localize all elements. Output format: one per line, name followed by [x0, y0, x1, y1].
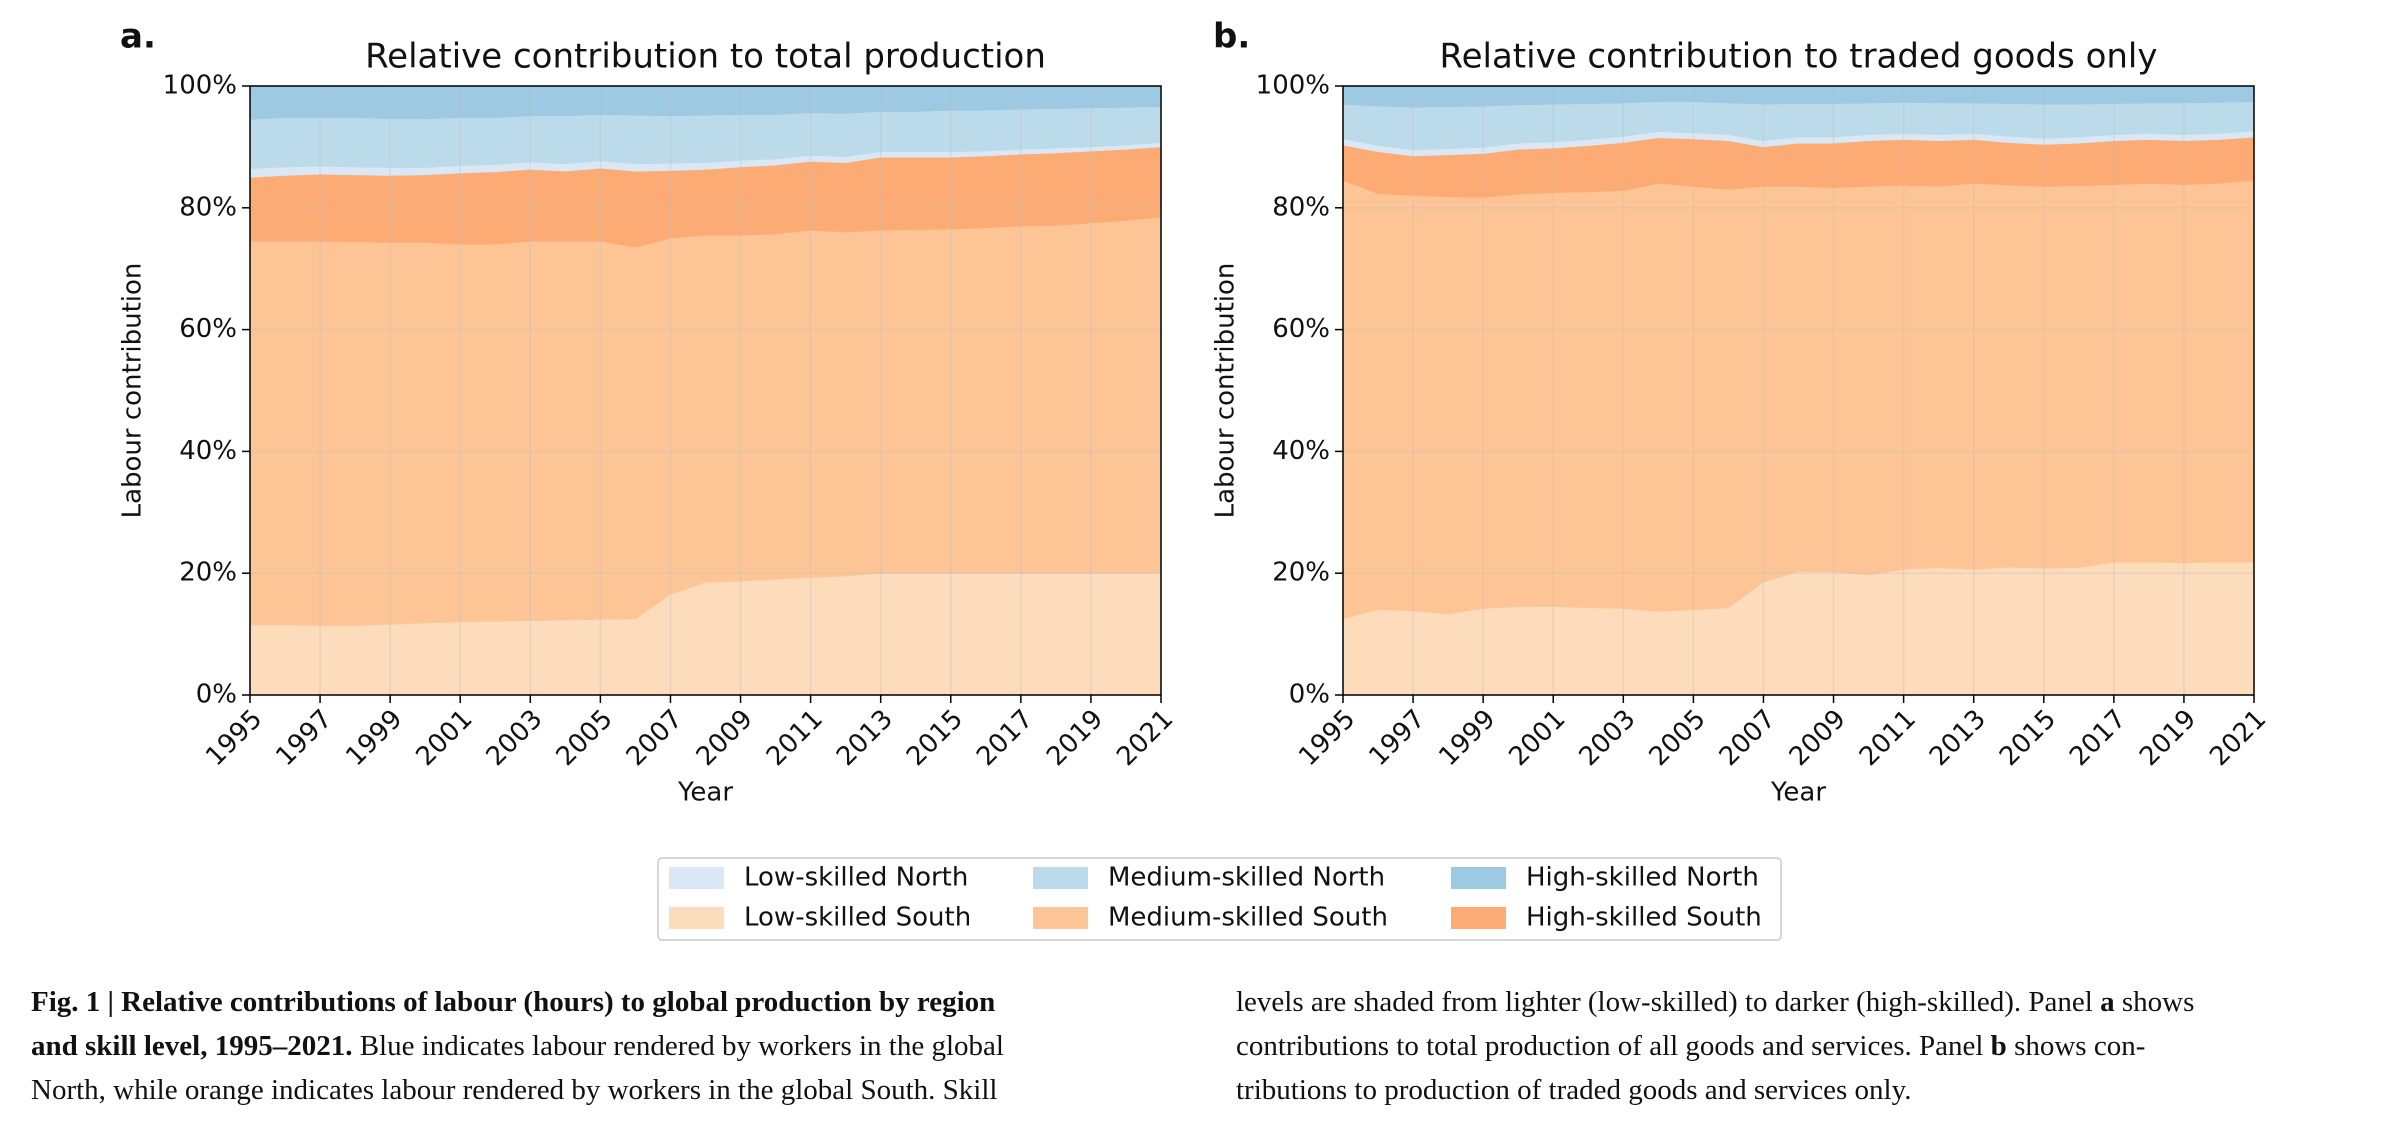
- legend-label: High-skilled South: [1526, 903, 1762, 933]
- caption-text: Blue indicates labour rendered by worker…: [352, 1030, 1004, 1062]
- panel-label: b.: [1213, 17, 1250, 57]
- caption-text: Fig. 1 | Relative contributions of labou…: [31, 986, 996, 1018]
- y-tick-label: 20%: [179, 558, 237, 588]
- caption-text: and skill level, 1995–2021.: [31, 1030, 353, 1062]
- legend-label: Low-skilled South: [744, 903, 971, 933]
- area: [1342, 180, 2255, 620]
- caption-line: North, while orange indicates labour ren…: [31, 1068, 1004, 1112]
- charts: 0%20%40%60%80%100%1995 1997 1999 2001 2003 20…: [118, 17, 2272, 941]
- x-tick-label: 2003: [481, 704, 549, 772]
- y-tick-label: 100%: [163, 71, 237, 101]
- x-tick-label: 2009: [1784, 704, 1852, 772]
- x-axis-label: Year: [1770, 778, 1826, 808]
- legend-swatch: [669, 907, 724, 929]
- x-tick-label: 2005: [551, 704, 619, 772]
- plot-frame: [249, 85, 1162, 696]
- y-axis-label: Labour contribution: [1211, 263, 1241, 519]
- caption-text: contributions to total production of all…: [1236, 1030, 1991, 1062]
- y-tick-label: 80%: [179, 192, 237, 222]
- x-tick-label: 2017: [971, 704, 1039, 772]
- legend-label: Medium-skilled North: [1108, 863, 1385, 893]
- legend-swatch: [1033, 907, 1088, 929]
- x-tick-label: 2013: [1924, 704, 1992, 772]
- y-tick-label: 60%: [1272, 314, 1330, 344]
- panel-label: a.: [120, 17, 156, 57]
- caption-line: tributions to production of traded goods…: [1236, 1068, 2194, 1112]
- x-tick-label: 2007: [1714, 704, 1782, 772]
- x-tick-label: 2021: [2204, 704, 2272, 772]
- x-tick-label: 2009: [691, 704, 759, 772]
- legend-swatch: [1451, 867, 1506, 889]
- y-tick-label: 0%: [1289, 680, 1330, 710]
- caption-text: b: [1990, 1030, 2007, 1062]
- x-tick-label: 1997: [270, 704, 338, 772]
- area: [249, 216, 1162, 626]
- legend-label: Medium-skilled South: [1108, 903, 1388, 933]
- y-tick-label: 40%: [1272, 436, 1330, 466]
- caption-line: contributions to total production of all…: [1236, 1024, 2194, 1068]
- y-tick-label: 0%: [196, 680, 237, 710]
- x-tick-label: 2003: [1574, 704, 1642, 772]
- legend-swatch: [1451, 907, 1506, 929]
- legend-swatch: [1033, 867, 1088, 889]
- x-tick-label: 2005: [1644, 704, 1712, 772]
- y-tick-label: 60%: [179, 314, 237, 344]
- plot-frame: [1342, 85, 2255, 696]
- x-tick-label: 1995: [1293, 704, 1361, 772]
- x-tick-label: 2019: [2134, 704, 2202, 772]
- x-tick-label: 1999: [340, 704, 408, 772]
- y-axis-label: Labour contribution: [118, 263, 148, 519]
- caption-line: levels are shaded from lighter (low-skil…: [1236, 980, 2194, 1024]
- x-tick-label: 2015: [1994, 704, 2062, 772]
- caption-line: and skill level, 1995–2021. Blue indicat…: [31, 1024, 1004, 1068]
- x-tick-label: 2013: [831, 704, 899, 772]
- caption-text: a: [2100, 986, 2115, 1018]
- caption-right: levels are shaded from lighter (low-skil…: [1236, 980, 2194, 1112]
- x-tick-label: 2001: [1503, 704, 1571, 772]
- y-tick-label: 20%: [1272, 558, 1330, 588]
- y-tick-label: 80%: [1272, 192, 1330, 222]
- x-tick-label: 2001: [410, 704, 478, 772]
- caption-text: shows con-: [2006, 1030, 2146, 1062]
- x-tick-label: 2011: [761, 704, 829, 772]
- y-tick-label: 40%: [179, 436, 237, 466]
- caption-text: tributions to production of traded goods…: [1236, 1074, 1912, 1106]
- x-tick-label: 2015: [901, 704, 969, 772]
- caption-left: Fig. 1 | Relative contributions of labou…: [31, 980, 1004, 1112]
- caption-text: shows: [2114, 986, 2195, 1018]
- chart-title: Relative contribution to traded goods on…: [1440, 37, 2158, 77]
- y-tick-label: 100%: [1256, 71, 1330, 101]
- x-tick-label: 1995: [200, 704, 268, 772]
- x-axis-label: Year: [677, 778, 733, 808]
- legend-label: High-skilled North: [1526, 863, 1759, 893]
- x-tick-label: 2021: [1111, 704, 1179, 772]
- x-tick-label: 1999: [1433, 704, 1501, 772]
- x-tick-label: 2007: [621, 704, 689, 772]
- x-tick-label: 2017: [2064, 704, 2132, 772]
- x-tick-label: 1997: [1363, 704, 1431, 772]
- chart-title: Relative contribution to total productio…: [365, 37, 1046, 77]
- caption-text: North, while orange indicates labour ren…: [31, 1074, 998, 1106]
- x-tick-label: 2011: [1854, 704, 1922, 772]
- legend-label: Low-skilled North: [744, 863, 968, 893]
- caption-text: levels are shaded from lighter (low-skil…: [1236, 986, 2101, 1018]
- legend-swatch: [669, 867, 724, 889]
- x-tick-label: 2019: [1041, 704, 1109, 772]
- caption-line: Fig. 1 | Relative contributions of labou…: [31, 980, 1004, 1024]
